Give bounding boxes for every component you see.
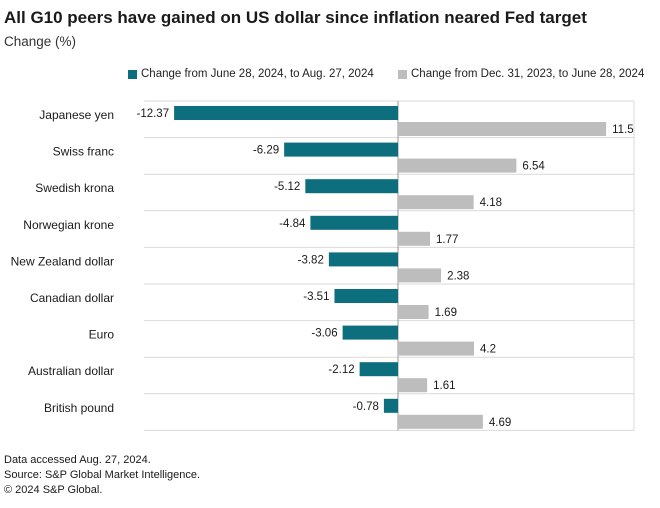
data-label-series-1: -12.37 bbox=[136, 108, 169, 120]
data-label-series-1: -5.12 bbox=[274, 181, 300, 193]
legend-item-series-1: Change from June 28, 2024, to Aug. 27, 2… bbox=[128, 68, 374, 80]
footer-source: Source: S&P Global Market Intelligence. bbox=[4, 469, 201, 481]
bar-series-2 bbox=[398, 268, 442, 283]
category-label: Swedish krona bbox=[35, 181, 114, 195]
chart-area: Japanese yen -12.37 11.5 Swiss franc -6.29 6.… bbox=[11, 100, 635, 431]
data-label-series-1: -3.06 bbox=[311, 328, 337, 340]
bar-series-2 bbox=[398, 122, 607, 136]
legend-label-series-1: Change from June 28, 2024, to Aug. 27, 2… bbox=[141, 68, 374, 80]
category-label: Norwegian krone bbox=[23, 218, 114, 232]
bar-series-1 bbox=[334, 289, 398, 303]
bar-series-1 bbox=[310, 215, 398, 230]
bar-series-1 bbox=[174, 106, 398, 120]
category-label: British pound bbox=[44, 401, 114, 415]
bar-series-1 bbox=[328, 252, 398, 267]
bar-series-2 bbox=[398, 231, 431, 246]
category-label: Swiss franc bbox=[53, 145, 114, 159]
category-label: Euro bbox=[89, 328, 115, 342]
bar-chart: Japanese yen -12.37 11.5 Swiss franc -6.29 6.… bbox=[11, 100, 635, 431]
data-label-series-2: 6.54 bbox=[522, 161, 545, 173]
data-label-series-1: -6.29 bbox=[253, 145, 279, 157]
category-label: New Zealand dollar bbox=[11, 254, 114, 268]
data-label-series-1: -4.84 bbox=[279, 218, 306, 230]
data-label-series-2: 11.5 bbox=[612, 124, 634, 136]
data-label-series-1: -0.78 bbox=[353, 401, 379, 413]
chart-subtitle: Change (%) bbox=[4, 34, 77, 49]
legend-swatch-series-1 bbox=[128, 69, 137, 79]
data-label-series-1: -3.82 bbox=[298, 254, 324, 266]
bar-series-2 bbox=[398, 158, 517, 173]
category-label: Canadian dollar bbox=[30, 291, 114, 305]
legend-swatch-series-2 bbox=[398, 69, 407, 79]
bar-series-1 bbox=[284, 142, 398, 157]
data-label-series-1: -3.51 bbox=[303, 291, 329, 303]
data-label-series-2: 4.18 bbox=[480, 197, 502, 209]
data-label-series-2: 4.2 bbox=[480, 344, 496, 356]
bar-series-1 bbox=[342, 325, 398, 340]
footer-note: Data accessed Aug. 27, 2024. bbox=[4, 454, 151, 466]
bar-series-1 bbox=[359, 362, 398, 377]
data-label-series-2: 4.69 bbox=[489, 417, 511, 429]
legend-label-series-2: Change from Dec. 31, 2023, to June 28, 2… bbox=[411, 68, 645, 80]
category-label: Australian dollar bbox=[28, 364, 114, 378]
legend-item-series-2: Change from Dec. 31, 2023, to June 28, 2… bbox=[398, 68, 644, 80]
bar-series-2 bbox=[398, 414, 483, 429]
footer-copyright: © 2024 S&P Global. bbox=[4, 484, 103, 496]
chart-footer: Data accessed Aug. 27, 2024. Source: S&P… bbox=[4, 453, 200, 498]
data-label-series-2: 1.77 bbox=[436, 234, 458, 246]
category-label: Japanese yen bbox=[39, 108, 114, 122]
bar-series-2 bbox=[398, 341, 475, 356]
bar-series-1 bbox=[305, 179, 398, 194]
bar-series-2 bbox=[398, 378, 428, 393]
data-label-series-2: 2.38 bbox=[447, 270, 469, 282]
bar-series-2 bbox=[398, 195, 474, 210]
data-label-series-2: 1.61 bbox=[433, 380, 455, 392]
bar-series-2 bbox=[398, 305, 429, 319]
bar-series-1 bbox=[383, 398, 398, 413]
data-label-series-2: 1.69 bbox=[435, 307, 457, 319]
chart-title: All G10 peers have gained on US dollar s… bbox=[4, 8, 587, 27]
data-label-series-1: -2.12 bbox=[328, 364, 354, 376]
